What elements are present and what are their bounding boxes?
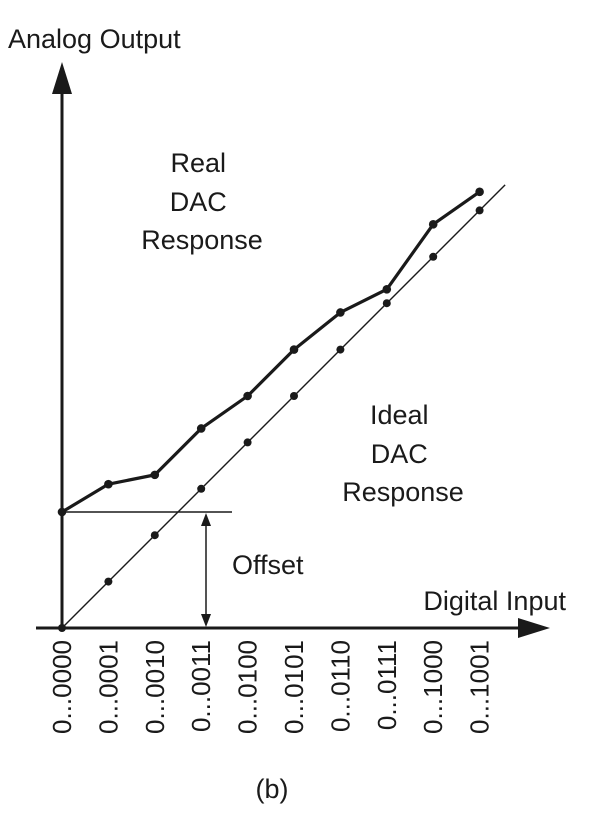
offset-arrowhead-bottom (201, 614, 211, 627)
ideal-point (382, 299, 391, 308)
ideal-point (429, 252, 438, 261)
ideal-label-line-1: Ideal (370, 400, 429, 430)
ideal-point (475, 206, 484, 215)
ideal-point (150, 531, 159, 540)
y-axis-label: Analog Output (8, 24, 181, 54)
ideal-series-label: Ideal DAC Response (342, 400, 464, 507)
x-tick-label: 0...0000 (47, 640, 77, 734)
x-tick-label: 0...0010 (140, 640, 170, 734)
real-point (382, 284, 392, 294)
real-response-line (61, 190, 481, 514)
real-point (243, 391, 252, 401)
y-axis-arrowhead (52, 62, 72, 94)
x-axis-label: Digital Input (423, 586, 566, 616)
real-point (336, 308, 345, 317)
x-tick-label: 0...0011 (186, 640, 216, 732)
x-tick-label: 0...1000 (418, 640, 448, 734)
x-tick-label: 0...0001 (93, 640, 123, 734)
ideal-label-line-3: Response (342, 477, 464, 507)
figure-caption: (b) (256, 774, 289, 804)
ideal-point (197, 484, 206, 493)
x-tick-label: 0...0100 (233, 640, 263, 734)
ideal-point (58, 624, 66, 632)
offset-arrowhead-top (201, 513, 211, 526)
x-tick-label: 0...0111 (372, 640, 402, 730)
ideal-point (104, 577, 113, 586)
ideal-point (336, 345, 345, 354)
ideal-point (243, 438, 252, 447)
real-point (150, 470, 160, 480)
ideal-point (290, 392, 298, 400)
x-axis-arrowhead (518, 618, 550, 638)
real-label-line-1: Real (170, 148, 226, 178)
x-tick-label: 0...0110 (325, 640, 355, 732)
real-point (428, 220, 438, 229)
real-point (57, 507, 67, 517)
real-label-line-2: DAC (170, 187, 227, 217)
offset-label: Offset (232, 550, 304, 580)
chart-marks: 0...0000 0...0001 0...0010 0...0011 0...0100… (47, 184, 506, 734)
real-point (475, 187, 484, 197)
x-tick-label: 0...1001 (465, 640, 495, 734)
real-series-label: Real DAC Response (141, 148, 263, 255)
real-point (289, 345, 299, 354)
real-label-line-3: Response (141, 225, 263, 255)
x-tick-label: 0...0101 (279, 640, 309, 734)
real-point (104, 479, 113, 489)
real-point (196, 424, 206, 433)
ideal-label-line-2: DAC (371, 439, 428, 469)
